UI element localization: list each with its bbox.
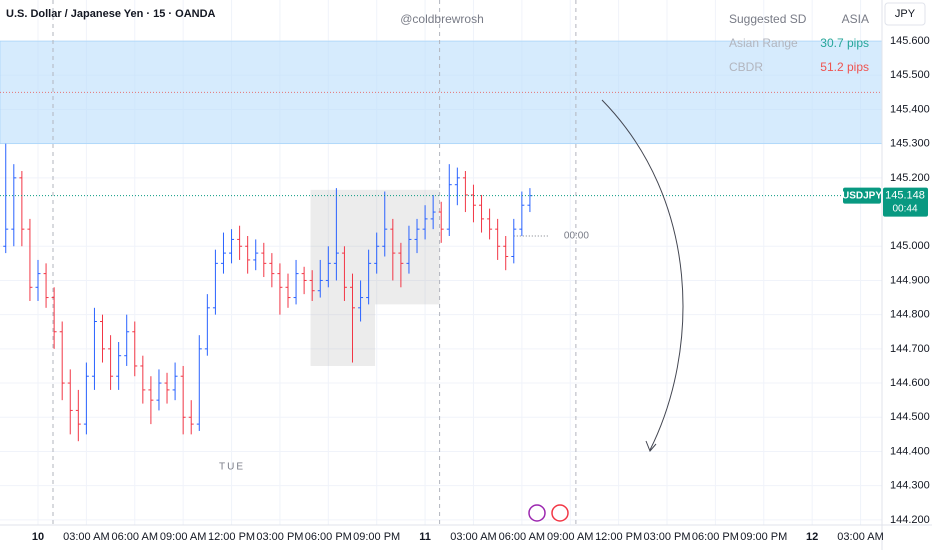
table-label: CBDR — [729, 60, 763, 74]
x-tick-label: 03:00 PM — [256, 531, 303, 543]
y-tick-label: 144.700 — [890, 343, 930, 355]
range-box — [310, 189, 376, 366]
arrow-head — [645, 440, 657, 452]
y-tick-label: 144.300 — [890, 480, 930, 492]
open-level-label: 00:00 — [564, 231, 589, 242]
chart-title: U.S. Dollar / Japanese Yen · 15 · OANDA — [6, 8, 216, 20]
y-tick-label: 144.500 — [890, 411, 930, 423]
x-tick-label: 06:00 PM — [692, 531, 739, 543]
y-tick-label: 145.500 — [890, 69, 930, 81]
price-tag — [883, 187, 928, 217]
x-tick-label: 06:00 AM — [112, 531, 158, 543]
table-value: 30.7 pips — [820, 36, 869, 50]
plot-area — [0, 0, 883, 525]
y-tick-label: 144.200 — [890, 514, 930, 526]
x-tick-label: 12 — [806, 531, 818, 543]
x-tick-label: 09:00 AM — [160, 531, 206, 543]
x-tick-label: 09:00 AM — [547, 531, 593, 543]
x-tick-label: 06:00 AM — [499, 531, 545, 543]
y-tick-label: 145.300 — [890, 138, 930, 150]
last-price-label: 145.148 — [885, 190, 925, 202]
arrow-curve — [601, 99, 684, 451]
x-tick-label: 12:00 PM — [208, 531, 255, 543]
table-value: 51.2 pips — [820, 60, 869, 74]
x-tick-label: 10 — [32, 531, 44, 543]
table-label: Asian Range — [729, 36, 798, 50]
range-box — [375, 189, 440, 305]
y-tick-label: 145.000 — [890, 240, 930, 252]
table-value: ASIA — [842, 12, 869, 26]
symbol-label: USDJPY — [842, 190, 882, 201]
y-tick-label: 145.400 — [890, 103, 930, 115]
table-label: Suggested SD — [729, 12, 807, 26]
y-tick-label: 145.200 — [890, 172, 930, 184]
x-tick-label: 09:00 PM — [353, 531, 400, 543]
y-tick-label: 144.800 — [890, 309, 930, 321]
x-tick-label: 06:00 PM — [305, 531, 352, 543]
y-tick-label: 144.600 — [890, 377, 930, 389]
symbol-tag — [843, 187, 881, 204]
x-tick-label: 03:00 AM — [450, 531, 496, 543]
day-label: TUE — [219, 462, 245, 473]
y-tick-label: 144.900 — [890, 274, 930, 286]
y-tick-label: 145.600 — [890, 35, 930, 47]
flag-icon[interactable] — [551, 504, 569, 522]
watermark: @coldbrewrosh — [400, 12, 484, 26]
x-tick-label: 09:00 PM — [740, 531, 787, 543]
x-tick-label: 12:00 PM — [595, 531, 642, 543]
x-tick-label: 11 — [419, 531, 431, 543]
x-tick-label: 03:00 AM — [837, 531, 883, 543]
x-tick-label: 03:00 AM — [63, 531, 109, 543]
info-table: Suggested SD ASIA Asian Range 30.7 pips CBDR… — [729, 12, 869, 74]
y-tick-label: 144.400 — [890, 445, 930, 457]
currency-button[interactable] — [884, 2, 926, 26]
currency-label[interactable]: JPY — [895, 8, 916, 20]
countdown-label: 00:44 — [892, 203, 917, 214]
event-icon[interactable] — [528, 504, 546, 522]
x-tick-label: 03:00 PM — [643, 531, 690, 543]
